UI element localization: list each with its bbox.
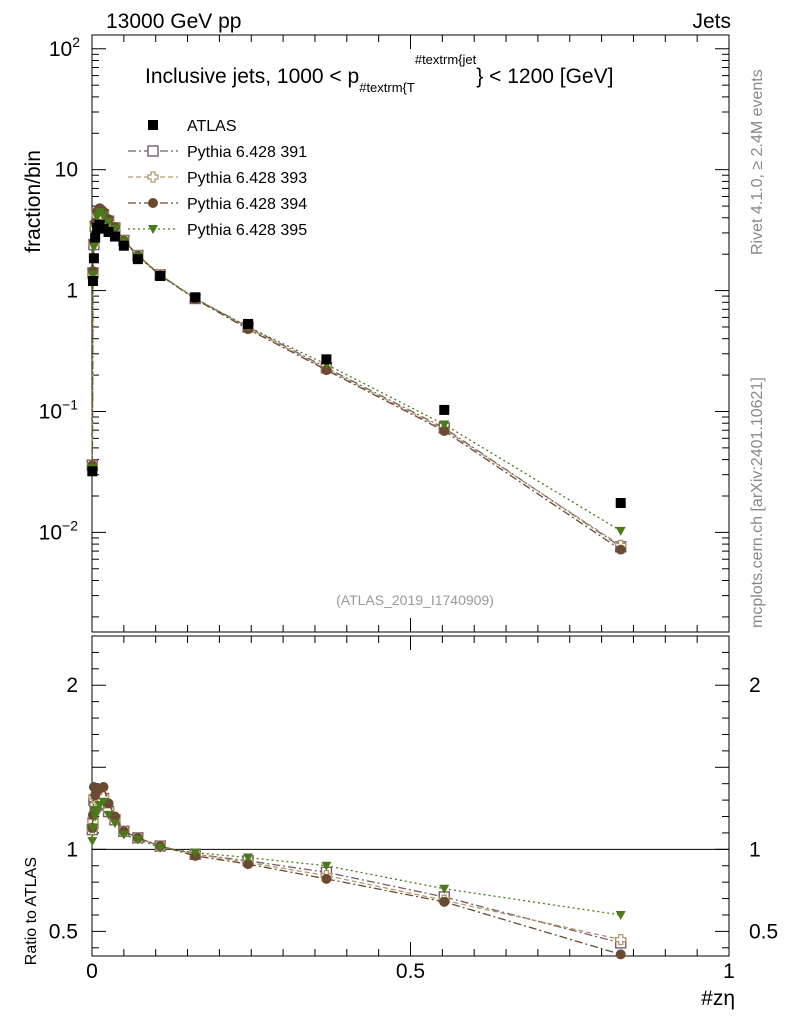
main-y-ticks: 10−2 10−1 1 10 102: [39, 34, 729, 618]
main-data-point: [439, 404, 450, 415]
main-data-point: [321, 354, 332, 365]
main-data-point: [103, 227, 114, 238]
legend-marker: [147, 145, 159, 157]
main-data-point: [103, 217, 114, 227]
ratio-y-tick-label-right: 2: [749, 674, 761, 697]
ratio-y-tick-label-right: 0.5: [749, 920, 778, 943]
legend-marker: [148, 120, 158, 130]
ratio-data-point: [103, 810, 114, 820]
energy-label: 13000 GeV pp: [106, 10, 241, 33]
category-label: Jets: [692, 10, 731, 33]
main-data-point: [98, 223, 109, 234]
rivet-version-label: Rivet 4.1.0, ≥ 2.4M events: [749, 69, 766, 255]
main-data-point: [615, 544, 626, 555]
main-data-point: [109, 231, 120, 242]
main-data-point: [88, 242, 99, 252]
ratio-data-point: [439, 884, 450, 894]
main-y-axis-label: fraction/bin: [22, 150, 45, 253]
ratio-y-ticks: 0.5 0.5 1 1 2 2: [49, 651, 778, 949]
main-series-line: [91, 209, 622, 546]
ratio-data-point: [615, 949, 626, 960]
ratio-series-group: [86, 781, 627, 960]
main-y-tick-label: 10−2: [39, 517, 79, 544]
legend: ATLAS Pythia 6.428 391 Pythia 6.428 393 Pyt…: [128, 118, 307, 239]
main-data-point: [87, 270, 98, 280]
main-data-point: [439, 425, 450, 436]
ratio-data-point: [615, 933, 627, 946]
ratio-series-line: [91, 786, 621, 955]
legend-marker: [148, 225, 158, 234]
x-tick-label: 1: [723, 960, 735, 983]
main-data-point: [615, 526, 626, 536]
main-data-point: [243, 318, 254, 329]
source-label: mcplots.cern.ch [arXiv:2401.10621]: [749, 377, 766, 628]
main-y-tick-label: 1: [66, 280, 78, 303]
ratio-data-point: [615, 910, 626, 920]
ratio-series-line: [91, 800, 621, 916]
main-y-tick-label: 102: [49, 34, 80, 61]
ratio-data-point: [132, 835, 143, 845]
legend-label: Pythia 6.428 393: [187, 170, 307, 187]
legend-label: Pythia 6.428 394: [187, 196, 307, 213]
legend-marker: [147, 171, 159, 183]
ratio-series-line: [91, 797, 621, 944]
main-data-point: [109, 224, 120, 234]
ratio-data-point: [118, 830, 129, 840]
ratio-y-tick-label-left: 0.5: [49, 920, 78, 943]
main-data-point: [87, 276, 98, 287]
ratio-panel-frame: [91, 635, 730, 957]
main-series-line: [91, 211, 622, 532]
ratio-data-point: [190, 848, 201, 858]
x-tick-label: 0: [86, 960, 98, 983]
main-data-point: [118, 240, 129, 251]
main-data-point: [190, 292, 201, 303]
main-y-tick-label: 10: [55, 159, 78, 182]
ratio-data-point: [155, 843, 166, 853]
x-tick-label: 0.5: [396, 960, 425, 983]
main-title: Inclusive jets, 1000 < p#textrm{T#textrm…: [145, 52, 613, 95]
ratio-data-point: [243, 859, 254, 870]
ratio-y-axis-label: Ratio to ATLAS: [23, 857, 40, 965]
main-data-point: [88, 253, 99, 264]
main-data-point: [90, 232, 101, 243]
ratio-data-point: [109, 819, 120, 829]
main-data-point: [155, 271, 166, 282]
main-series-line: [91, 207, 622, 551]
main-data-point: [439, 420, 450, 430]
legend-label: ATLAS: [187, 118, 237, 135]
ratio-y-tick-label-left: 1: [66, 838, 78, 861]
ratio-data-point: [90, 812, 101, 822]
ratio-y-tick-label-left: 2: [66, 674, 78, 697]
ratio-data-point: [321, 861, 332, 871]
legend-label: Pythia 6.428 391: [187, 144, 307, 161]
main-data-point: [321, 365, 332, 376]
ratio-data-point: [98, 797, 109, 807]
main-data-point: [132, 254, 143, 265]
x-ticks: 0 0.5 1: [86, 35, 735, 983]
ratio-data-point: [98, 781, 109, 792]
main-y-tick-label: 10−1: [39, 396, 79, 423]
ratio-data-point: [87, 824, 98, 833]
main-data-point: [98, 211, 109, 221]
ratio-data-point: [243, 853, 254, 863]
ratio-data-point: [439, 896, 450, 907]
legend-marker: [148, 198, 158, 208]
ratio-data-point: [321, 873, 332, 884]
x-axis-label: #zη: [701, 987, 735, 1010]
main-data-point: [615, 498, 626, 509]
analysis-id-label: (ATLAS_2019_I1740909): [336, 592, 494, 608]
ratio-series-line: [91, 795, 621, 941]
legend-label: Pythia 6.428 395: [187, 222, 307, 239]
ratio-y-tick-label-right: 1: [749, 838, 761, 861]
main-data-point: [87, 466, 98, 477]
main-series-group: [86, 203, 627, 555]
ratio-data-point: [87, 837, 98, 847]
